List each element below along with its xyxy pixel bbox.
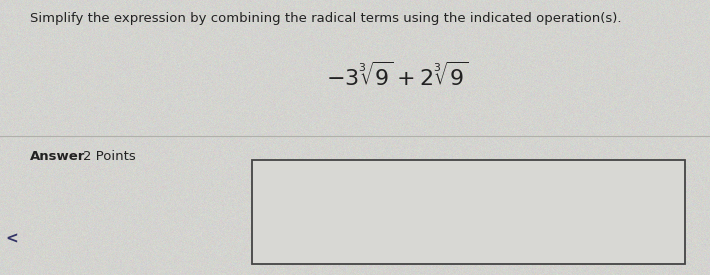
Text: 2 Points: 2 Points — [83, 150, 136, 163]
Text: <: < — [6, 232, 18, 247]
Text: Simplify the expression by combining the radical terms using the indicated opera: Simplify the expression by combining the… — [30, 12, 621, 25]
Text: Answer: Answer — [30, 150, 85, 163]
Text: $-3\sqrt[3]{9}+2\sqrt[3]{9}$: $-3\sqrt[3]{9}+2\sqrt[3]{9}$ — [327, 63, 469, 91]
Bar — [252, 160, 685, 264]
